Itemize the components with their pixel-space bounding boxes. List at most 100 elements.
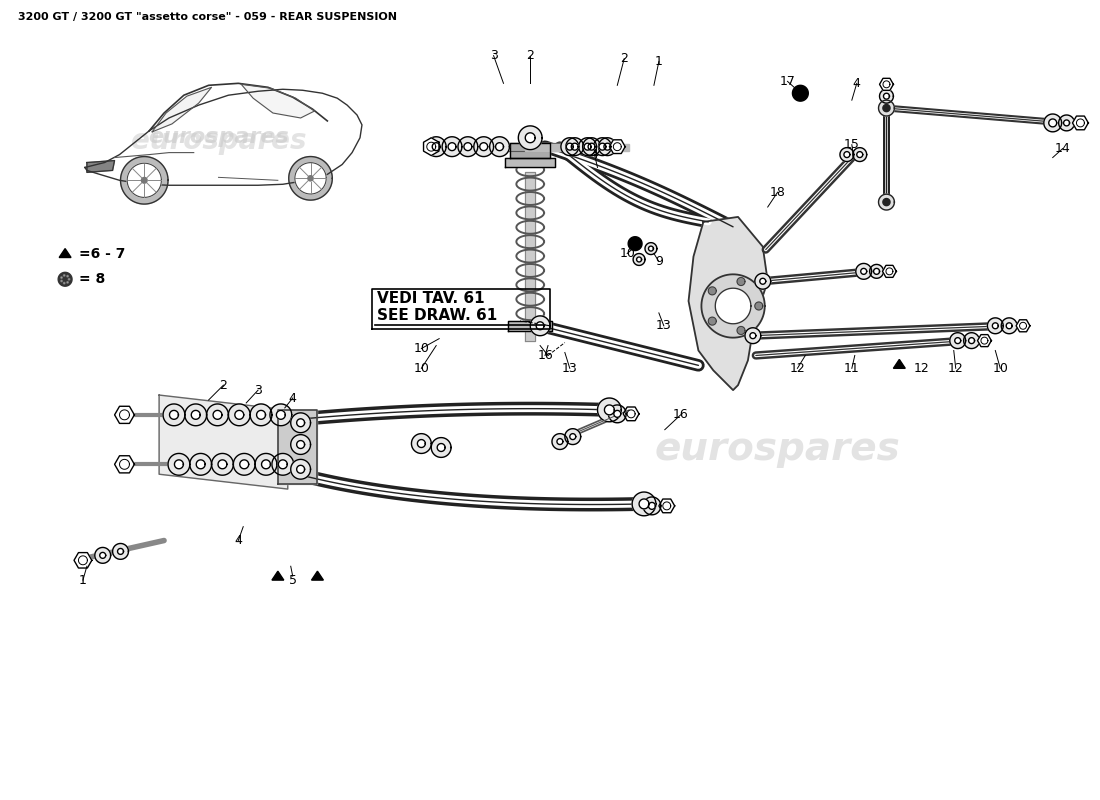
Polygon shape [594, 138, 612, 155]
Polygon shape [152, 87, 211, 132]
Polygon shape [112, 543, 129, 559]
Text: 2: 2 [620, 52, 628, 65]
Polygon shape [262, 460, 271, 469]
Polygon shape [87, 161, 114, 172]
Polygon shape [792, 86, 808, 101]
Text: 10: 10 [619, 247, 635, 260]
Text: 16: 16 [537, 349, 553, 362]
Text: =6 - 7: =6 - 7 [79, 246, 125, 261]
Polygon shape [448, 142, 456, 150]
Text: 4: 4 [289, 391, 297, 405]
Polygon shape [60, 277, 63, 278]
Polygon shape [579, 138, 596, 155]
Polygon shape [526, 144, 629, 150]
Polygon shape [649, 502, 656, 510]
Polygon shape [609, 140, 625, 154]
Polygon shape [256, 410, 265, 419]
Polygon shape [955, 338, 960, 343]
Text: 10: 10 [992, 362, 1009, 375]
Polygon shape [755, 274, 771, 289]
Text: eurospares: eurospares [654, 430, 901, 469]
Polygon shape [1048, 119, 1057, 127]
Polygon shape [1072, 116, 1088, 130]
Polygon shape [978, 334, 991, 346]
Text: 2: 2 [526, 49, 535, 62]
Polygon shape [645, 242, 657, 254]
Polygon shape [229, 404, 250, 426]
Polygon shape [308, 176, 314, 181]
Polygon shape [121, 157, 168, 204]
Polygon shape [873, 268, 880, 274]
Polygon shape [1001, 318, 1018, 334]
Polygon shape [852, 148, 867, 162]
Polygon shape [74, 553, 91, 568]
Polygon shape [442, 137, 462, 157]
Text: 4: 4 [591, 148, 598, 161]
Text: eurospares: eurospares [148, 126, 289, 146]
Polygon shape [474, 137, 494, 157]
Polygon shape [100, 552, 106, 558]
Polygon shape [234, 410, 244, 419]
Polygon shape [628, 237, 642, 250]
Polygon shape [883, 94, 890, 99]
Polygon shape [737, 278, 745, 286]
Polygon shape [255, 454, 277, 475]
Polygon shape [1064, 120, 1069, 126]
Text: 1: 1 [654, 55, 663, 68]
Polygon shape [844, 152, 850, 158]
Polygon shape [518, 126, 542, 150]
Text: 1: 1 [79, 574, 87, 586]
Polygon shape [598, 138, 616, 155]
Polygon shape [949, 333, 966, 349]
Polygon shape [250, 404, 272, 426]
Polygon shape [870, 265, 883, 278]
Text: VEDI TAV. 61: VEDI TAV. 61 [377, 291, 484, 306]
Polygon shape [211, 454, 233, 475]
Text: = 8: = 8 [79, 272, 106, 286]
Polygon shape [588, 143, 595, 150]
Polygon shape [169, 410, 178, 419]
Polygon shape [207, 404, 229, 426]
Polygon shape [750, 333, 756, 338]
Text: 13: 13 [656, 319, 672, 332]
Polygon shape [992, 323, 999, 329]
Polygon shape [424, 138, 439, 155]
Polygon shape [565, 429, 581, 445]
Text: 11: 11 [844, 362, 860, 375]
Text: 12: 12 [790, 362, 805, 375]
Polygon shape [289, 157, 332, 200]
Polygon shape [583, 138, 601, 155]
Text: 2: 2 [220, 378, 228, 392]
Polygon shape [584, 143, 591, 150]
Polygon shape [163, 404, 185, 426]
Polygon shape [311, 571, 323, 580]
Polygon shape [639, 499, 649, 509]
Polygon shape [427, 137, 447, 157]
Polygon shape [600, 143, 606, 150]
Polygon shape [68, 278, 69, 280]
Polygon shape [431, 438, 451, 458]
Polygon shape [857, 152, 862, 158]
Text: 18: 18 [770, 186, 785, 198]
Polygon shape [506, 158, 554, 167]
Polygon shape [290, 413, 310, 433]
Polygon shape [880, 90, 893, 103]
Polygon shape [840, 148, 854, 162]
Polygon shape [168, 454, 190, 475]
Polygon shape [883, 198, 890, 206]
Polygon shape [185, 404, 207, 426]
Text: 3200 GT / 3200 GT "assetto corse" - 059 - REAR SUSPENSION: 3200 GT / 3200 GT "assetto corse" - 059 … [18, 12, 397, 22]
Polygon shape [114, 456, 134, 473]
Polygon shape [496, 142, 504, 150]
Text: 16: 16 [673, 408, 689, 422]
Polygon shape [290, 459, 310, 479]
Polygon shape [624, 407, 639, 421]
Polygon shape [536, 322, 544, 330]
Polygon shape [632, 492, 656, 516]
Polygon shape [432, 142, 440, 150]
Text: 12: 12 [948, 362, 964, 375]
Polygon shape [297, 419, 305, 426]
Polygon shape [290, 434, 310, 454]
Polygon shape [59, 249, 72, 258]
Polygon shape [431, 142, 619, 150]
